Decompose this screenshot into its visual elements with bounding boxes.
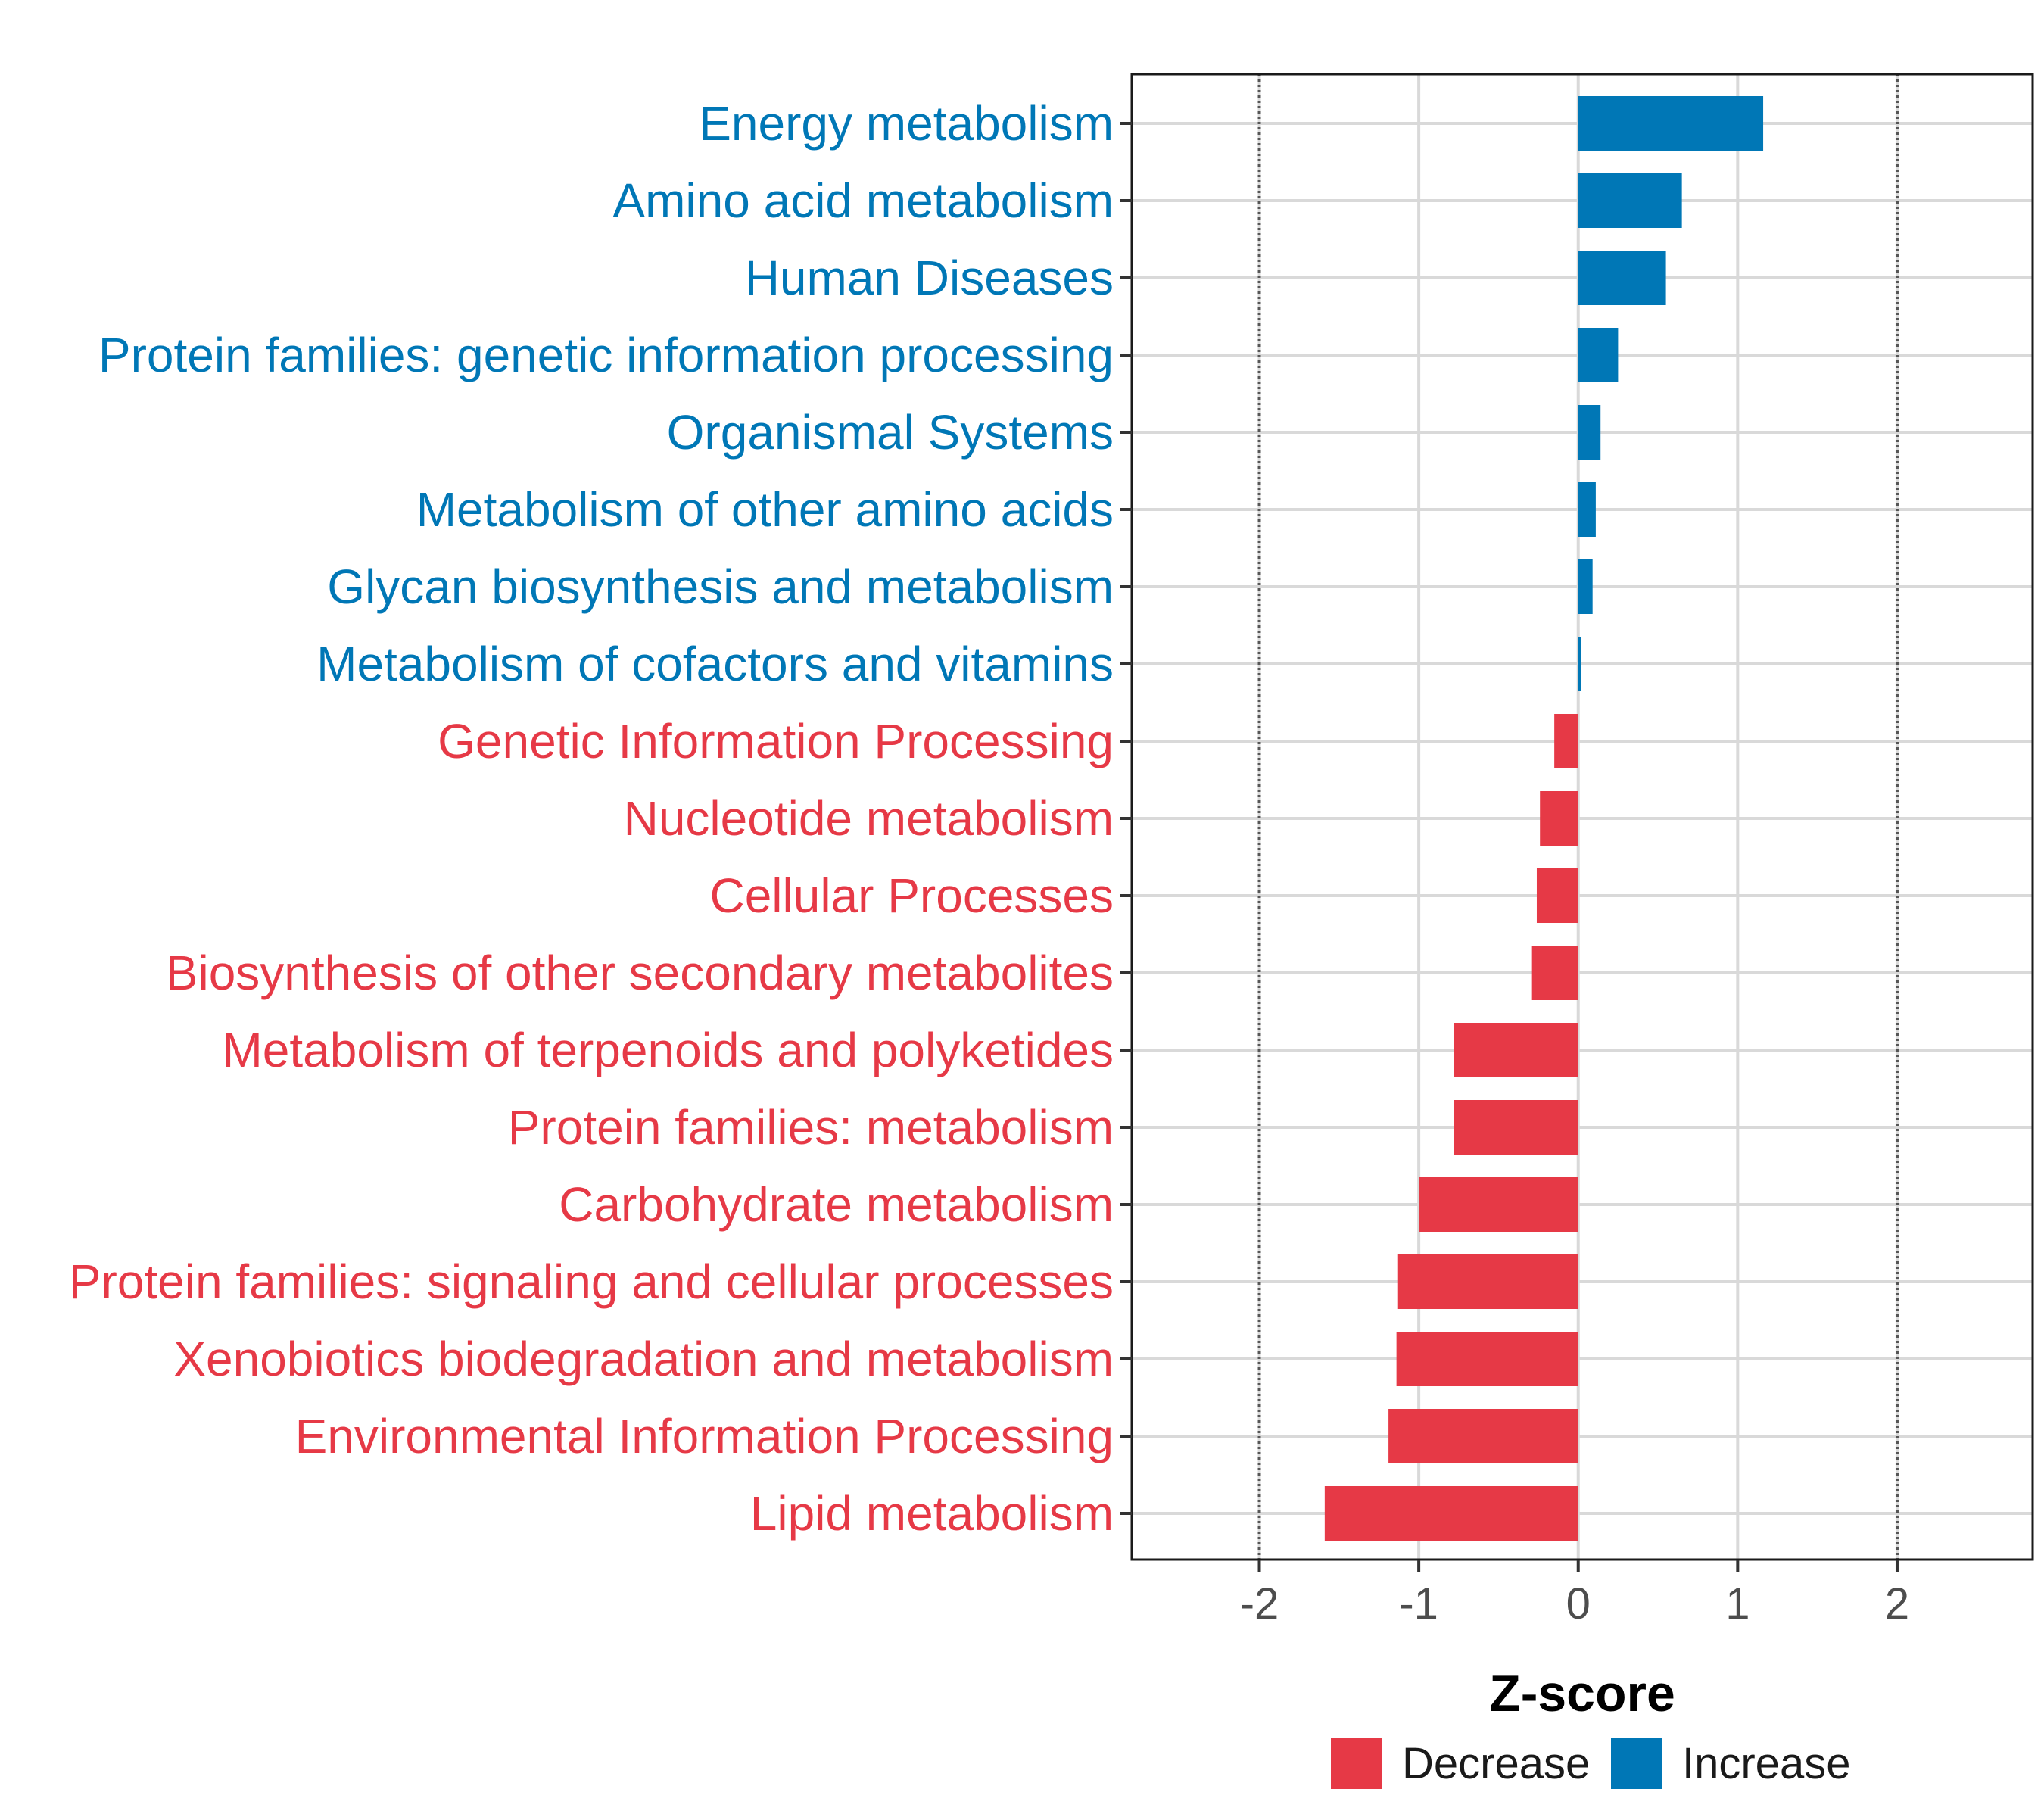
y-axis-ticks	[1120, 122, 1132, 1515]
legend-label: Decrease	[1402, 1739, 1590, 1788]
category-label: Metabolism of other amino acids	[416, 482, 1114, 537]
category-label: Genetic Information Processing	[438, 714, 1114, 768]
x-axis-ticks: -2 -1 0 1 2	[1240, 1560, 1909, 1628]
category-label: Glycan biosynthesis and metabolism	[327, 559, 1114, 614]
bar	[1419, 1177, 1578, 1232]
bar	[1396, 1332, 1578, 1386]
bar	[1578, 637, 1581, 691]
category-label: Nucleotide metabolism	[624, 791, 1114, 846]
x-axis-title: Z-score	[1489, 1665, 1675, 1722]
bar	[1324, 1486, 1578, 1541]
category-label: Protein families: metabolism	[508, 1100, 1114, 1155]
bar	[1454, 1023, 1578, 1077]
category-label: Human Diseases	[745, 251, 1114, 305]
bar	[1388, 1409, 1578, 1463]
bar	[1578, 482, 1596, 537]
category-label: Cellular Processes	[709, 868, 1114, 923]
category-label: Amino acid metabolism	[612, 173, 1114, 228]
y-axis-labels: Energy metabolism Amino acid metabolism Hu…	[69, 96, 1114, 1541]
bars-layer	[1324, 96, 1764, 1541]
legend-swatch	[1611, 1738, 1662, 1789]
legend-label: Increase	[1682, 1739, 1850, 1788]
x-tick-label: -2	[1240, 1579, 1279, 1628]
category-label: Metabolism of cofactors and vitamins	[316, 637, 1114, 691]
bar	[1554, 714, 1578, 768]
category-label: Protein families: signaling and cellular…	[69, 1254, 1114, 1309]
category-label: Biosynthesis of other secondary metaboli…	[166, 946, 1114, 1000]
category-label: Organismal Systems	[667, 405, 1114, 460]
category-label: Xenobiotics biodegradation and metabolis…	[173, 1332, 1114, 1386]
bar	[1578, 328, 1619, 382]
grid-layer	[1132, 74, 2033, 1560]
x-tick-label: 0	[1566, 1579, 1591, 1628]
category-label: Lipid metabolism	[750, 1486, 1114, 1541]
x-tick-label: -1	[1399, 1579, 1438, 1628]
bar	[1536, 868, 1578, 923]
legend-item: Decrease	[1331, 1738, 1590, 1789]
category-label: Environmental Information Processing	[295, 1409, 1114, 1463]
bar	[1578, 173, 1682, 228]
category-label: Carbohydrate metabolism	[559, 1177, 1114, 1232]
bar	[1578, 405, 1601, 460]
x-tick-label: 2	[1885, 1579, 1909, 1628]
category-label: Metabolism of terpenoids and polyketides	[222, 1023, 1114, 1077]
x-tick-label: 1	[1725, 1579, 1750, 1628]
category-label: Protein families: genetic information pr…	[98, 328, 1114, 382]
bar	[1578, 251, 1666, 305]
legend: Decrease Increase	[1331, 1738, 1850, 1789]
bar	[1578, 96, 1764, 151]
legend-item: Increase	[1611, 1738, 1850, 1789]
reference-lines	[1257, 74, 1899, 1560]
category-label: Energy metabolism	[699, 96, 1114, 151]
legend-swatch	[1331, 1738, 1382, 1789]
bar	[1540, 791, 1578, 846]
bar	[1454, 1100, 1578, 1155]
bar	[1531, 946, 1578, 1000]
bar	[1397, 1254, 1578, 1309]
bar	[1578, 559, 1593, 614]
